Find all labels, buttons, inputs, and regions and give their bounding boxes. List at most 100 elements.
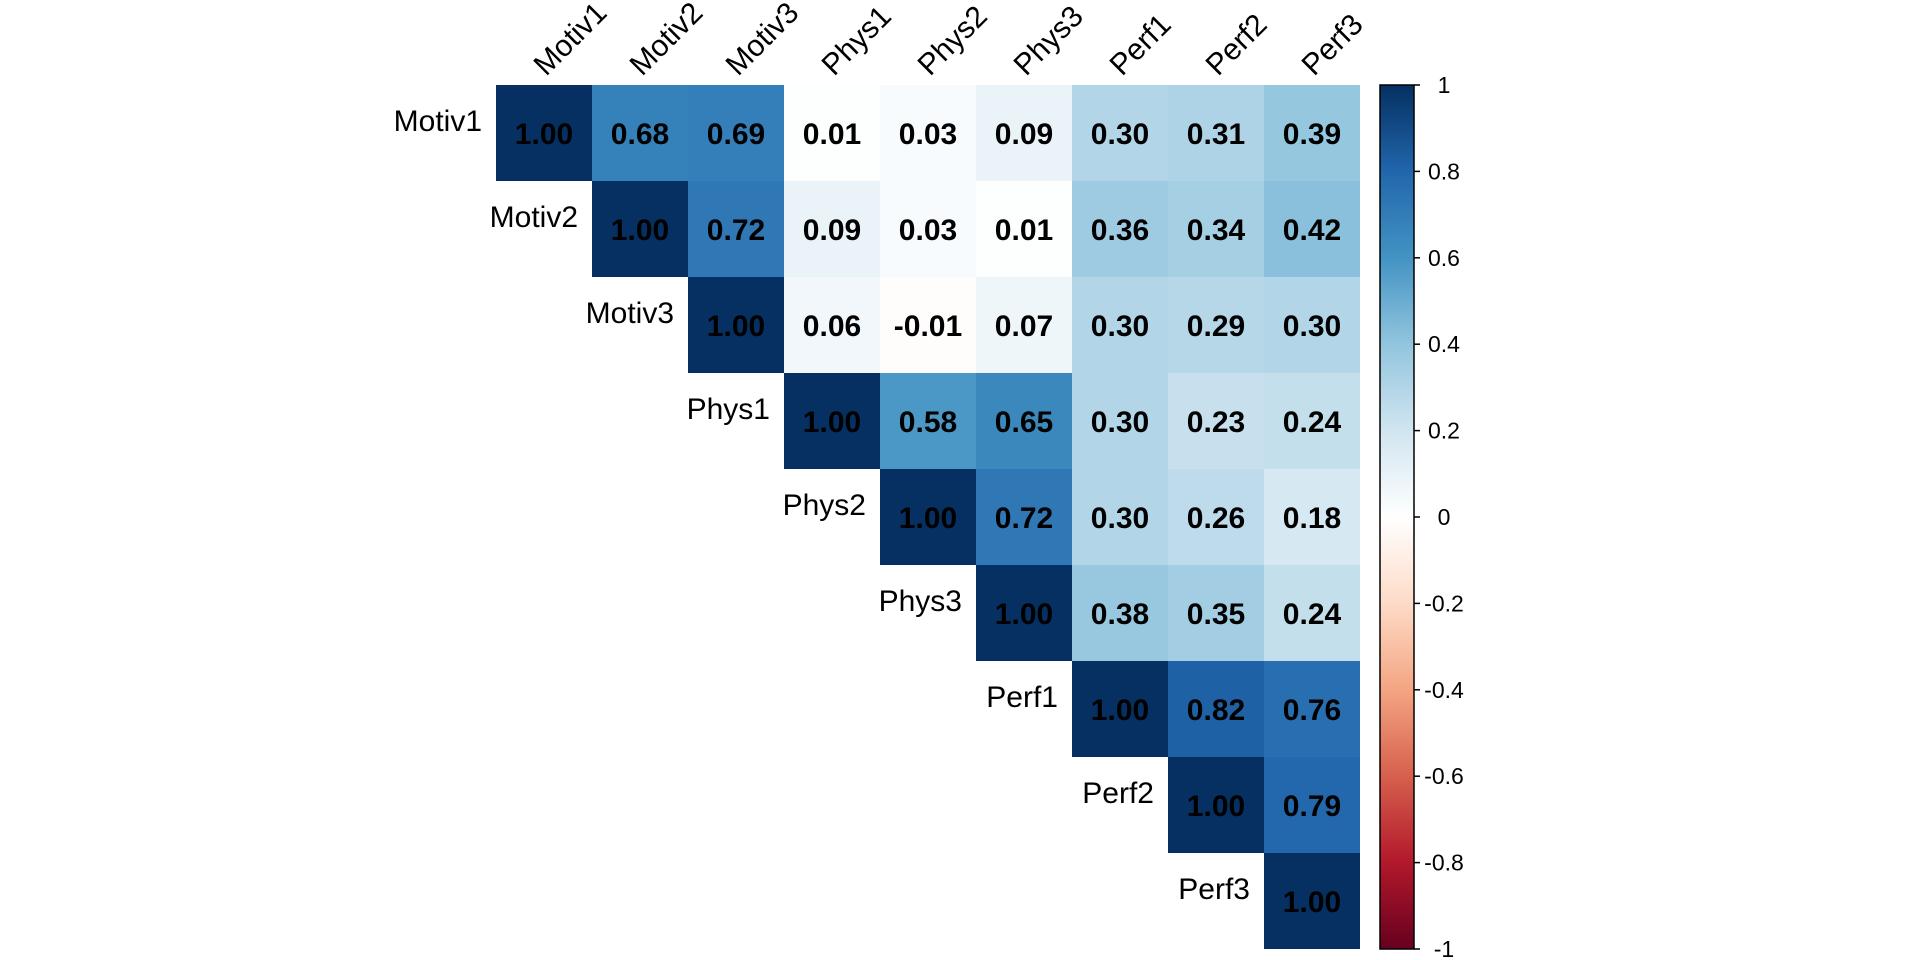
heatmap-cell-Motiv3-Motiv3: [688, 277, 784, 373]
cell-value-label: 1.00: [803, 406, 861, 439]
heatmap-cell-Motiv1-Perf2: [1168, 85, 1264, 181]
heatmap-cell-Phys2-Phys3: [976, 469, 1072, 565]
heatmap-cell-Motiv1-Perf3: [1264, 85, 1360, 181]
column-label-Phys1: Phys1: [816, 0, 898, 82]
heatmap-cell-Perf2-Perf3: [1264, 757, 1360, 853]
cell-value-label: 0.38: [1091, 598, 1149, 631]
cell-value-label: 0.82: [1187, 694, 1245, 727]
cell-value-label: 0.24: [1283, 406, 1342, 439]
cell-value-label: 0.30: [1091, 502, 1149, 535]
heatmap-cell-Phys2-Phys2: [880, 469, 976, 565]
heatmap-cell-Motiv2-Perf3: [1264, 181, 1360, 277]
heatmap-cell-Motiv3-Perf1: [1072, 277, 1168, 373]
heatmap-cell-Motiv2-Perf1: [1072, 181, 1168, 277]
colorbar-tick-label: 1: [1438, 72, 1451, 98]
row-label-Motiv2: Motiv2: [490, 201, 578, 234]
colorbar: 1 0.8 0.6 0.4 0.2 0 -0.2 -0.4 -0.6 -0.8 -1: [1379, 72, 1464, 960]
cell-value-label: 0.34: [1187, 214, 1246, 247]
colorbar-tick-label: 0: [1438, 504, 1451, 530]
row-labels: Motiv1 Motiv2 Motiv3 Phys1 Phys2 Phys3 Perf1 Pe…: [394, 105, 1250, 906]
column-label-Perf1: Perf1: [1104, 8, 1178, 82]
row-label-Phys2: Phys2: [783, 489, 866, 522]
cell-value-label: 0.26: [1187, 502, 1245, 535]
column-label-Phys3: Phys3: [1008, 0, 1090, 82]
cell-value-label: 0.35: [1187, 598, 1245, 631]
row-label-Motiv3: Motiv3: [586, 297, 674, 330]
heatmap-cell-Motiv1-Phys2: [880, 85, 976, 181]
heatmap-cell-Motiv3-Phys1: [784, 277, 880, 373]
cell-value-label: 0.72: [995, 502, 1053, 535]
heatmap-cell-Motiv2-Perf2: [1168, 181, 1264, 277]
row-label-Perf1: Perf1: [986, 681, 1058, 714]
colorbar-tick-label: -0.4: [1424, 677, 1464, 703]
cell-value-label: 0.01: [803, 118, 861, 151]
heatmap-cell-Perf3-Perf3: [1264, 853, 1360, 949]
column-label-Perf2: Perf2: [1200, 8, 1274, 82]
heatmap-cell-Phys3-Perf1: [1072, 565, 1168, 661]
heatmap-cell-Phys2-Perf3: [1264, 469, 1360, 565]
column-label-Motiv2: Motiv2: [624, 0, 710, 82]
heatmap-cell-Phys3-Phys3: [976, 565, 1072, 661]
cell-value-label: 0.18: [1283, 502, 1341, 535]
colorbar-tick-label: -1: [1434, 936, 1454, 960]
heatmap-cell-Phys1-Phys2: [880, 373, 976, 469]
heatmap-cell-Perf1-Perf2: [1168, 661, 1264, 757]
colorbar-tick-label: -0.2: [1424, 590, 1464, 616]
cell-value-label: 0.39: [1283, 118, 1341, 151]
cell-value-label: -0.01: [894, 310, 962, 343]
heatmap-cell-Phys1-Phys3: [976, 373, 1072, 469]
cell-value-label: 0.42: [1283, 214, 1341, 247]
heatmap-cell-Motiv3-Phys2: [880, 277, 976, 373]
heatmap-cell-Motiv1-Phys1: [784, 85, 880, 181]
cell-value-label: 0.76: [1283, 694, 1341, 727]
heatmap-cell-Motiv2-Motiv2: [592, 181, 688, 277]
heatmap-cell-Motiv1-Motiv1: [496, 85, 592, 181]
cell-value-label: 0.30: [1091, 406, 1149, 439]
cell-value-label: 0.30: [1091, 118, 1149, 151]
colorbar-tick-label: -0.6: [1424, 763, 1464, 789]
cell-value-label: 0.72: [707, 214, 765, 247]
row-label-Perf3: Perf3: [1178, 873, 1250, 906]
cell-value-label: 0.29: [1187, 310, 1245, 343]
heatmap-cell-Motiv1-Phys3: [976, 85, 1072, 181]
heatmap-cell-Motiv2-Motiv3: [688, 181, 784, 277]
column-label-Phys2: Phys2: [912, 0, 994, 82]
heatmap-cell-Motiv3-Phys3: [976, 277, 1072, 373]
heatmap-cell-Phys1-Perf3: [1264, 373, 1360, 469]
colorbar-tick-label: 0.4: [1428, 331, 1460, 357]
cell-value-label: 1.00: [899, 502, 957, 535]
heatmap-cell-Phys1-Perf1: [1072, 373, 1168, 469]
cell-value-label: 0.06: [803, 310, 861, 343]
cell-value-label: 0.23: [1187, 406, 1245, 439]
cell-value-label: 1.00: [1091, 694, 1149, 727]
row-label-Phys3: Phys3: [879, 585, 962, 618]
cell-value-label: 1.00: [707, 310, 765, 343]
cell-value-label: 0.24: [1283, 598, 1342, 631]
cell-value-label: 1.00: [1187, 790, 1245, 823]
heatmap-cell-Motiv3-Perf3: [1264, 277, 1360, 373]
heatmap-cell-Motiv2-Phys2: [880, 181, 976, 277]
heatmap-cell-Motiv1-Perf1: [1072, 85, 1168, 181]
cell-value-label: 0.09: [803, 214, 861, 247]
row-label-Perf2: Perf2: [1082, 777, 1154, 810]
heatmap-cell-Motiv1-Motiv2: [592, 85, 688, 181]
heatmap-cell-Phys2-Perf2: [1168, 469, 1264, 565]
heatmap-cell-Motiv1-Motiv3: [688, 85, 784, 181]
heatmap-cell-Phys3-Perf3: [1264, 565, 1360, 661]
heatmap-cell-Motiv2-Phys1: [784, 181, 880, 277]
cell-value-label: 0.31: [1187, 118, 1245, 151]
heatmap-cell-Motiv2-Phys3: [976, 181, 1072, 277]
row-label-Phys1: Phys1: [687, 393, 770, 426]
cell-value-label: 0.36: [1091, 214, 1149, 247]
column-label-Motiv1: Motiv1: [528, 0, 614, 82]
heatmap-cells: 1.00 0.68 0.69 0.01 0.03 0.09 0.30 0.31 0.39 1.00…: [496, 85, 1360, 949]
heatmap-cell-Motiv3-Perf2: [1168, 277, 1264, 373]
cell-value-label: 1.00: [995, 598, 1053, 631]
colorbar-tick-label: 0.6: [1428, 245, 1460, 271]
cell-value-label: 1.00: [1283, 886, 1341, 919]
cell-value-label: 0.09: [995, 118, 1053, 151]
heatmap-cell-Perf1-Perf1: [1072, 661, 1168, 757]
cell-value-label: 0.79: [1283, 790, 1341, 823]
heatmap-cell-Phys2-Perf1: [1072, 469, 1168, 565]
